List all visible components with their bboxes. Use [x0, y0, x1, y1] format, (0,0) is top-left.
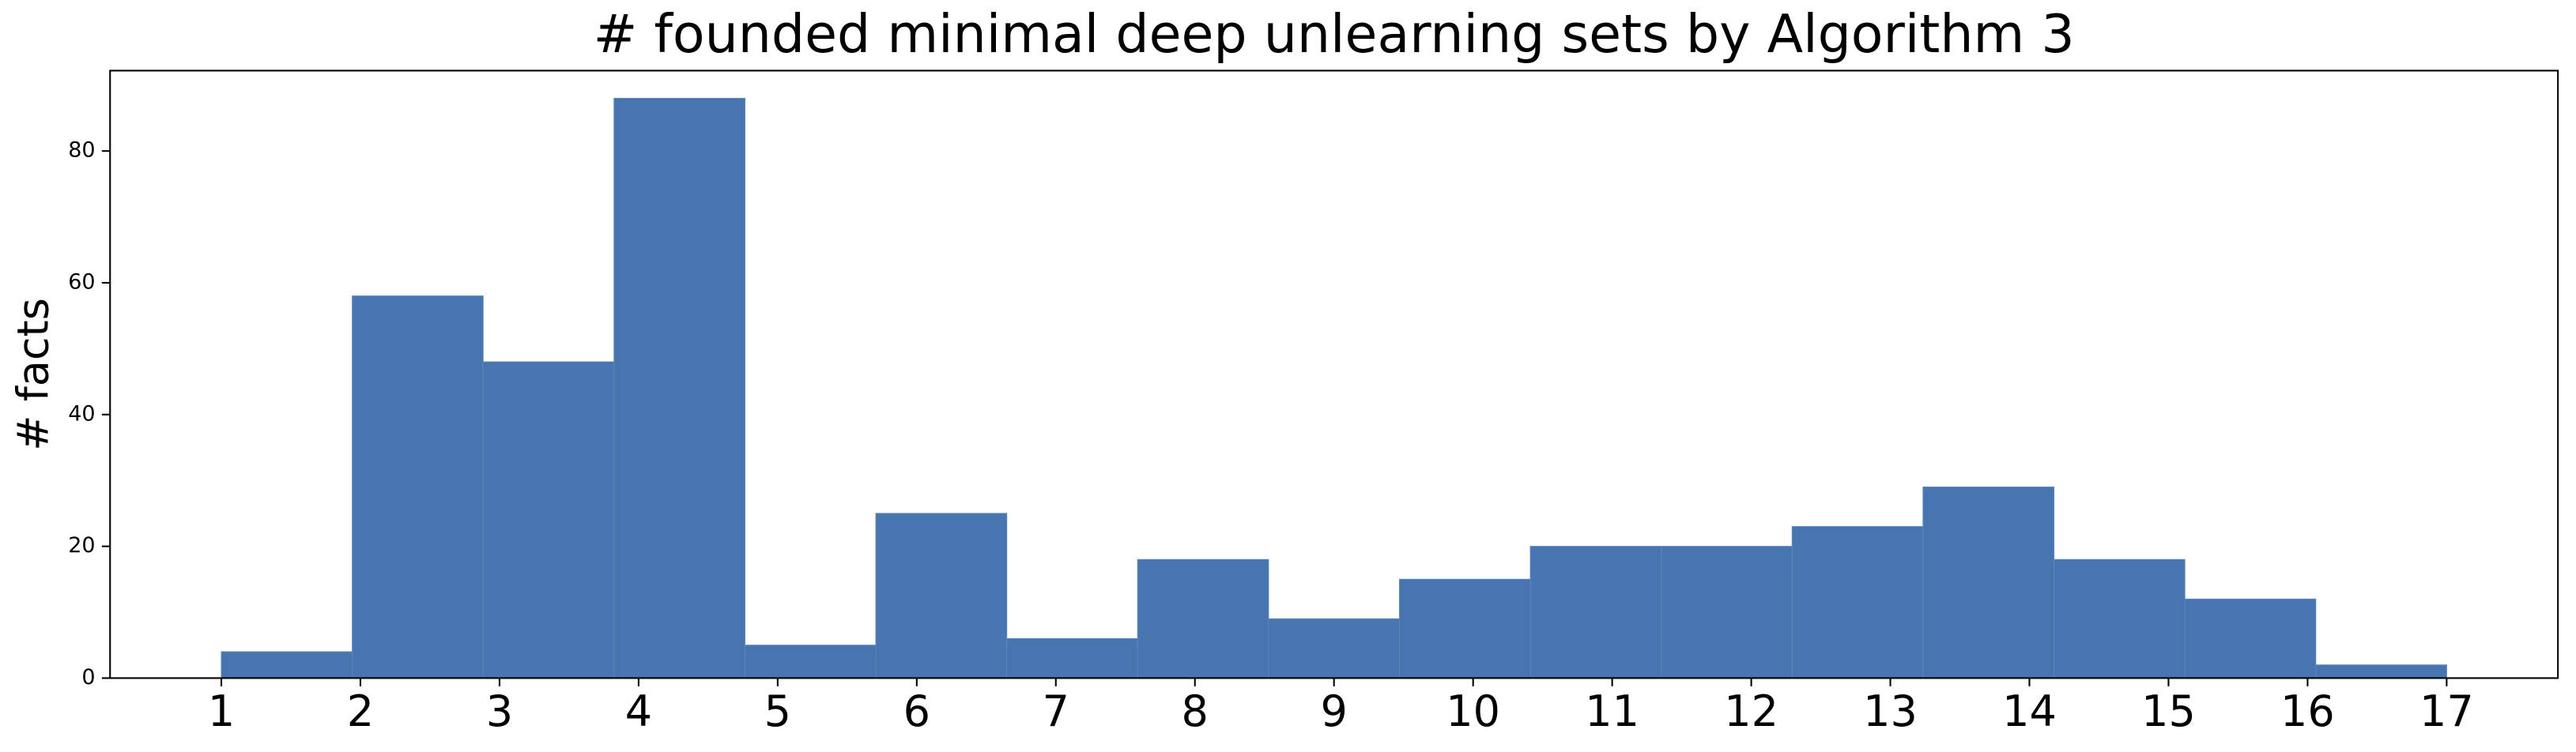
x-tick-label: 6	[903, 686, 930, 736]
bar	[2184, 598, 2317, 679]
bar	[1791, 526, 1924, 679]
x-tick-label: 5	[764, 686, 791, 736]
bar	[2315, 664, 2447, 679]
x-tick-label: 11	[1585, 686, 1639, 736]
bar	[1661, 546, 1793, 679]
chart-title: # founded minimal deep unlearning sets b…	[594, 3, 2075, 65]
y-tick-label: 20	[68, 533, 95, 558]
bar	[1922, 487, 2055, 679]
x-tick-label: 10	[1446, 686, 1500, 736]
bar	[352, 295, 484, 679]
x-tick-label: 15	[2141, 686, 2196, 736]
y-tick-label: 40	[68, 401, 95, 426]
bar	[1268, 618, 1401, 679]
x-tick-label: 16	[2280, 686, 2335, 736]
y-axis-label: # facts	[8, 298, 58, 451]
x-tick-label: 1	[208, 686, 235, 736]
y-tick-label: 60	[68, 269, 95, 294]
x-tick-label: 7	[1043, 686, 1069, 736]
bar	[744, 645, 877, 679]
x-tick-label: 2	[347, 686, 374, 736]
x-tick-label: 14	[2002, 686, 2057, 736]
x-tick-label: 3	[486, 686, 513, 736]
bar	[1137, 558, 1269, 679]
bar	[2054, 558, 2186, 679]
x-tick-label: 17	[2419, 686, 2474, 736]
x-tick-label: 4	[625, 686, 652, 736]
y-tick-label: 0	[81, 665, 95, 690]
bar	[613, 97, 745, 679]
bar	[221, 651, 353, 679]
bar	[1006, 637, 1138, 679]
x-tick-label: 12	[1724, 686, 1778, 736]
bar	[1398, 578, 1531, 679]
bar	[482, 361, 615, 679]
bar	[875, 513, 1008, 679]
x-tick-label: 8	[1182, 686, 1209, 736]
bar	[1529, 546, 1662, 679]
x-tick-label: 9	[1321, 686, 1348, 736]
x-tick-label: 13	[1863, 686, 1918, 736]
y-tick-label: 80	[68, 138, 95, 163]
